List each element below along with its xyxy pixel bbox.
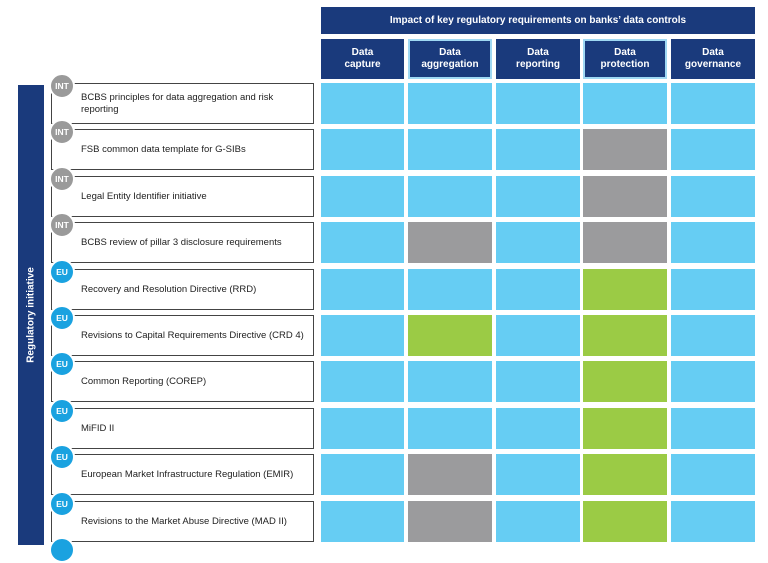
cell-data-aggregation-blue [408,129,492,170]
cell-data-protection-grey [583,176,667,217]
cell-data-aggregation-blue [408,83,492,124]
cell-data-capture-blue [321,408,404,449]
cell-data-capture-blue [321,361,404,402]
row-label-text: Common Reporting (COREP) [81,375,207,387]
row-label-text: Revisions to the Market Abuse Directive … [81,515,287,527]
eu-badge: EU [49,259,75,285]
cell-data-aggregation-grey [408,501,492,542]
cell-data-aggregation-blue [408,408,492,449]
cell-data-aggregation-grey [408,454,492,495]
cell-data-capture-blue [321,501,404,542]
row-label-european-market-infrastructure-regulation-emir: European Market Infrastructure Regulatio… [51,454,314,495]
cell-data-reporting-blue [496,454,580,495]
row-label-revisions-to-capital-requirements-directive-crd-4: Revisions to Capital Requirements Direct… [51,315,314,356]
row-label-common-reporting-corep: Common Reporting (COREP) [51,361,314,402]
sidebar-label: Regulatory initiative [25,267,37,363]
cell-data-governance-blue [671,454,755,495]
cell-data-protection-green [583,501,667,542]
cell-data-reporting-blue [496,408,580,449]
row-label-text: European Market Infrastructure Regulatio… [81,468,294,480]
cell-data-protection-blue [583,83,667,124]
int-badge: INT [49,166,75,192]
impact-header: Impact of key regulatory requirements on… [321,7,755,34]
cell-data-reporting-blue [496,129,580,170]
cell-data-capture-blue [321,454,404,495]
row-label-bcbs-review-of-pillar-3-disclosure-requirements: BCBS review of pillar 3 disclosure requi… [51,222,314,263]
cell-data-capture-blue [321,129,404,170]
cell-data-aggregation-blue [408,176,492,217]
cell-data-governance-blue [671,176,755,217]
cell-data-capture-blue [321,315,404,356]
cell-data-governance-blue [671,129,755,170]
column-header-data-aggregation: Data aggregation [408,39,492,79]
cell-data-aggregation-grey [408,222,492,263]
row-label-text: MiFID II [81,422,115,434]
row-label-text: Revisions to Capital Requirements Direct… [81,329,304,341]
int-badge: INT [49,212,75,238]
eu-badge: EU [49,444,75,470]
cell-data-capture-blue [321,222,404,263]
column-header-data-reporting: Data reporting [496,39,580,79]
row-label-recovery-and-resolution-directive-rrd: Recovery and Resolution Directive (RRD) [51,269,314,310]
column-header-data-protection: Data protection [583,39,667,79]
eu-badge: EU [49,398,75,424]
row-label-text: Recovery and Resolution Directive (RRD) [81,283,257,295]
eu-badge-partial [49,537,75,563]
cell-data-governance-blue [671,501,755,542]
cell-data-reporting-blue [496,222,580,263]
cell-data-reporting-blue [496,315,580,356]
impact-header-title: Impact of key regulatory requirements on… [389,15,687,26]
cell-data-capture-blue [321,176,404,217]
cell-data-aggregation-green [408,315,492,356]
row-label-legal-entity-identifier-initiative: Legal Entity Identifier initiative [51,176,314,217]
cell-data-governance-blue [671,361,755,402]
int-badge: INT [49,73,75,99]
cell-data-reporting-blue [496,176,580,217]
cell-data-reporting-blue [496,361,580,402]
cell-data-capture-blue [321,269,404,310]
cell-data-capture-blue [321,83,404,124]
row-label-bcbs-principles-for-data-aggregation-and-risk-reporting: BCBS principles for data aggregation and… [51,83,314,124]
cell-data-protection-green [583,454,667,495]
eu-badge: EU [49,305,75,331]
cell-data-reporting-blue [496,83,580,124]
row-label-text: Legal Entity Identifier initiative [81,190,207,202]
eu-badge: EU [49,491,75,517]
int-badge: INT [49,119,75,145]
cell-data-protection-green [583,361,667,402]
cell-data-protection-grey [583,129,667,170]
row-label-revisions-to-the-market-abuse-directive-mad-ii: Revisions to the Market Abuse Directive … [51,501,314,542]
regulatory-initiative-sidebar: Regulatory initiative [18,85,44,545]
row-label-text: FSB common data template for G-SIBs [81,143,246,155]
cell-data-aggregation-blue [408,269,492,310]
row-label-text: BCBS review of pillar 3 disclosure requi… [81,236,282,248]
cell-data-governance-blue [671,408,755,449]
column-header-data-capture: Data capture [321,39,404,79]
column-header-data-governance: Data governance [671,39,755,79]
cell-data-aggregation-blue [408,361,492,402]
cell-data-protection-grey [583,222,667,263]
cell-data-governance-blue [671,315,755,356]
cell-data-protection-green [583,269,667,310]
cell-data-governance-blue [671,222,755,263]
cell-data-reporting-blue [496,269,580,310]
row-label-mifid-ii: MiFID II [51,408,314,449]
cell-data-governance-blue [671,269,755,310]
cell-data-protection-green [583,315,667,356]
row-label-text: BCBS principles for data aggregation and… [81,91,274,115]
eu-badge: EU [49,351,75,377]
cell-data-protection-green [583,408,667,449]
row-label-fsb-common-data-template-for-g-sibs: FSB common data template for G-SIBs [51,129,314,170]
cell-data-governance-blue [671,83,755,124]
cell-data-reporting-blue [496,501,580,542]
